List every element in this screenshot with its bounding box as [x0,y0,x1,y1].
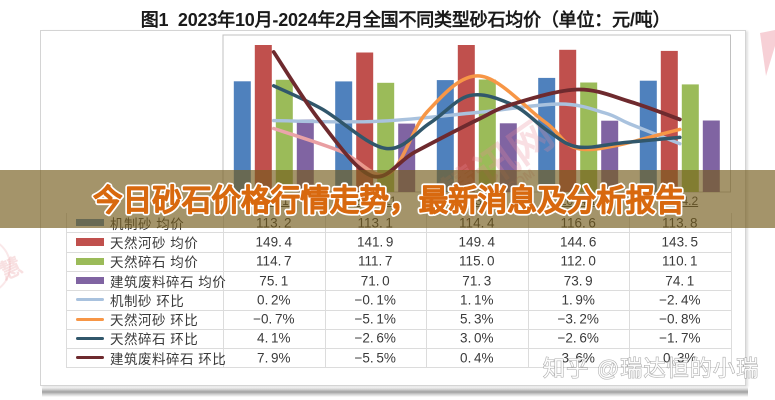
svg-text:今日砂石价格行情走势，最新消息及分析报告: 今日砂石价格行情走势，最新消息及分析报告 [93,183,685,218]
svg-text:知乎 @瑞达恒的小瑞: 知乎 @瑞达恒的小瑞 [543,356,759,381]
svg-text:今日砂石价格行情走势，最新消息及分析报告: 今日砂石价格行情走势，最新消息及分析报告 [93,183,685,218]
